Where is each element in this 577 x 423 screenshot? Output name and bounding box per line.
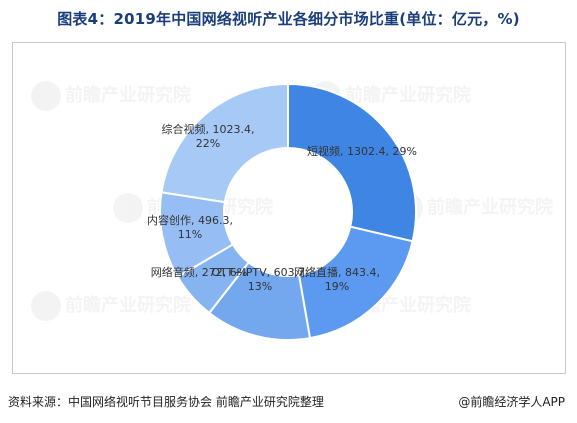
slice-data-label: 内容创作, 496.3, 11% [147, 213, 233, 241]
footer: 资料来源：中国网络视听节目服务协会 前瞻产业研究院整理 @前瞻经济学人APP [8, 387, 569, 417]
slice-data-label: 网络直播, 843.4, 19% [294, 265, 380, 293]
chart-title: 图表4：2019年中国网络视听产业各细分市场比重(单位：亿元，%) [57, 10, 520, 28]
brand-credit: @前瞻经济学人APP [458, 395, 565, 409]
slice-data-label: 综合视频, 1023.4, 22% [162, 122, 255, 150]
slice-data-label: OTT+IPTV, 603.7, 13% [211, 266, 308, 293]
slice-data-label: 网络音频, 272, 6% [151, 265, 247, 279]
donut-slice [160, 82, 289, 204]
source-note: 资料来源：中国网络视听节目服务协会 前瞻产业研究院整理 [8, 395, 324, 409]
donut-slice [297, 225, 414, 340]
slice-data-label: 短视频, 1302.4, 29% [307, 144, 417, 158]
donut-slice [287, 82, 417, 243]
